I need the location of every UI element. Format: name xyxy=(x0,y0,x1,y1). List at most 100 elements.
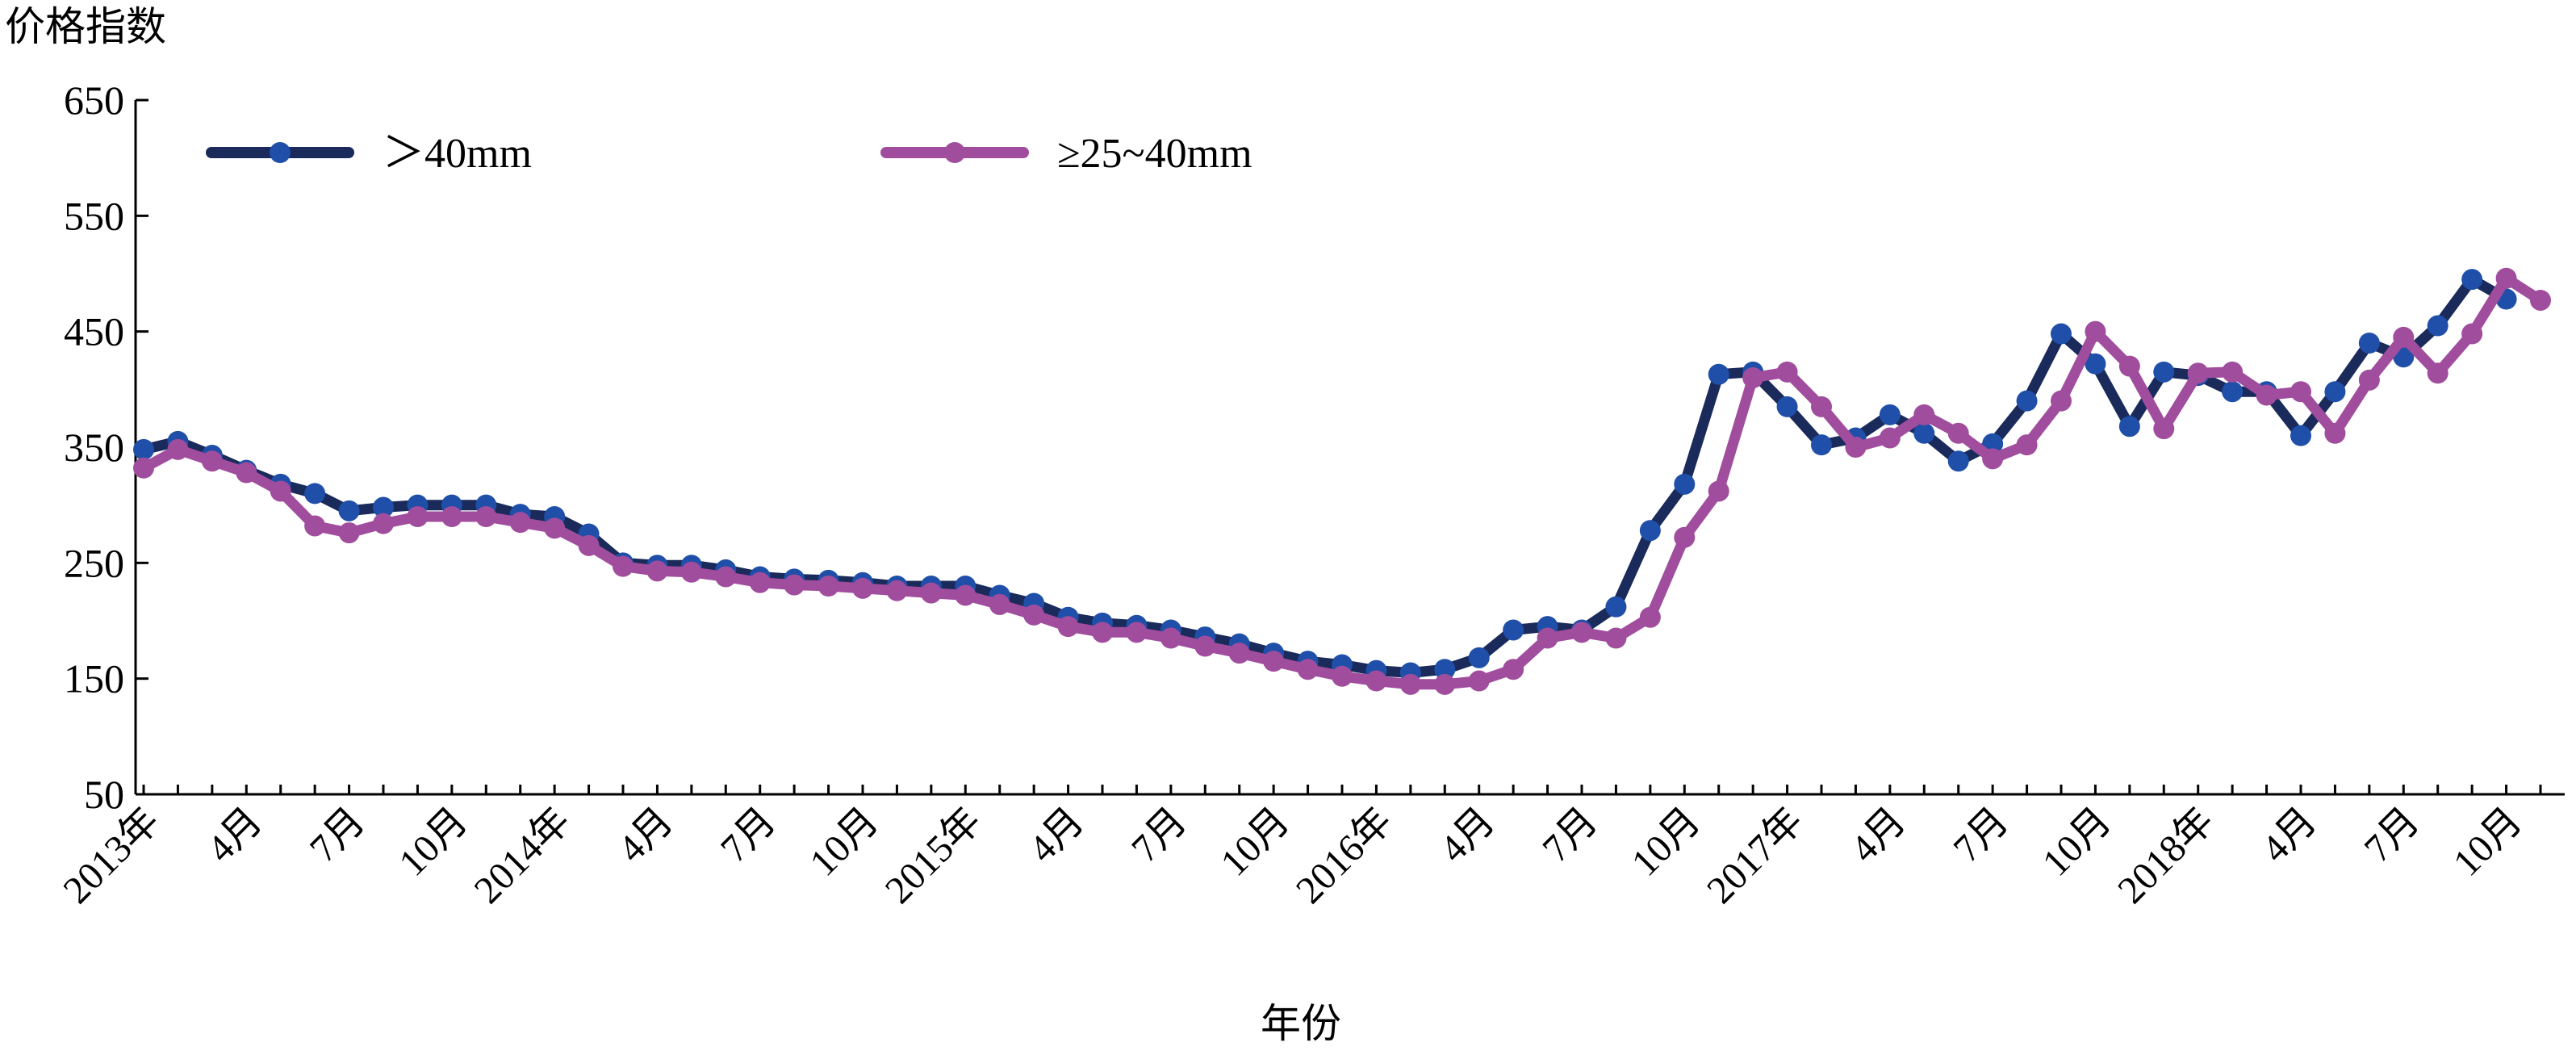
data-point xyxy=(2427,362,2448,384)
data-point xyxy=(2085,320,2106,342)
data-point xyxy=(1434,673,1456,695)
series-2 xyxy=(133,267,2551,695)
data-point xyxy=(236,462,257,484)
data-point xyxy=(1674,526,1696,548)
data-point xyxy=(1468,647,1490,668)
data-point xyxy=(2358,369,2380,391)
axes xyxy=(134,100,2565,796)
legend-item-1: ＞40mm xyxy=(206,131,532,177)
x-tick-label: 7月 xyxy=(302,799,373,870)
data-point xyxy=(1913,422,1935,444)
data-point xyxy=(441,506,462,527)
data-point xyxy=(955,584,976,606)
data-point xyxy=(1503,619,1524,641)
x-tick-label: 7月 xyxy=(1123,799,1194,870)
data-point xyxy=(2461,323,2483,345)
y-tick-label: 150 xyxy=(64,656,124,701)
data-point xyxy=(1160,627,1181,649)
data-point xyxy=(1468,670,1490,692)
data-point xyxy=(989,593,1010,615)
data-point xyxy=(1879,427,1901,449)
x-tick-label: 10月 xyxy=(2034,799,2119,884)
data-point xyxy=(2427,315,2448,337)
data-point xyxy=(1332,665,1353,687)
data-point xyxy=(1947,422,1969,444)
data-point xyxy=(1674,473,1696,495)
data-point xyxy=(1092,622,1113,643)
data-point xyxy=(1982,448,2004,470)
data-point xyxy=(201,450,223,472)
data-point xyxy=(2051,323,2072,345)
data-point xyxy=(578,534,600,556)
data-point xyxy=(2324,422,2346,444)
data-point xyxy=(1639,606,1661,628)
data-point xyxy=(2393,326,2415,348)
data-point xyxy=(270,480,291,502)
legend-item-2: ≥25~40mm xyxy=(880,131,1252,177)
data-point xyxy=(2187,362,2209,384)
data-point xyxy=(1297,659,1319,680)
x-tick-label: 4月 xyxy=(1432,799,1503,870)
data-point xyxy=(1434,659,1456,680)
x-tick-label: 10月 xyxy=(801,799,886,884)
data-point xyxy=(2495,267,2517,289)
data-point xyxy=(1126,622,1148,643)
data-point xyxy=(1571,622,1592,643)
data-point xyxy=(1845,437,1867,458)
x-axis-title: 年份 xyxy=(1261,1000,1341,1047)
data-point xyxy=(2051,390,2072,412)
data-point xyxy=(1194,635,1216,657)
x-tick-label: 2014年 xyxy=(466,799,579,911)
data-point xyxy=(1503,659,1524,680)
data-point xyxy=(2153,418,2175,440)
data-point xyxy=(2222,381,2244,403)
data-point xyxy=(1605,627,1627,649)
x-tick-label: 10月 xyxy=(391,799,475,884)
x-tick-label: 4月 xyxy=(610,799,681,870)
data-point xyxy=(852,577,873,599)
data-point xyxy=(1879,404,1901,425)
x-tick-label: 4月 xyxy=(2253,799,2324,870)
y-tick-label: 550 xyxy=(64,193,124,238)
x-tick-label: 7月 xyxy=(1534,799,1605,870)
data-point xyxy=(2085,353,2106,375)
x-tick-label: 4月 xyxy=(199,799,270,870)
data-point xyxy=(1913,404,1935,425)
data-point xyxy=(475,506,497,527)
y-tick-label: 250 xyxy=(64,540,124,585)
data-point xyxy=(2461,269,2483,291)
data-point xyxy=(133,438,154,460)
data-point xyxy=(2016,434,2038,456)
data-point xyxy=(1639,520,1661,542)
y-axis-title: 价格指数 xyxy=(5,3,166,50)
data-point xyxy=(749,572,771,593)
y-tick-label: 350 xyxy=(64,425,124,470)
data-point xyxy=(1605,596,1627,618)
data-point xyxy=(2118,416,2140,438)
data-point xyxy=(373,496,394,518)
data-point xyxy=(167,438,189,460)
series-layer xyxy=(133,267,2551,695)
series-line xyxy=(138,273,2546,690)
data-point xyxy=(2290,381,2311,403)
data-point xyxy=(1947,450,1969,472)
data-point xyxy=(2118,355,2140,377)
data-point xyxy=(920,582,942,604)
data-point xyxy=(2016,390,2038,412)
y-tick-label: 50 xyxy=(84,772,124,817)
data-point xyxy=(544,517,566,539)
data-point xyxy=(509,512,531,534)
x-tick-label: 2015年 xyxy=(877,799,989,911)
data-point xyxy=(1228,643,1250,664)
data-point xyxy=(2256,384,2277,406)
data-point xyxy=(715,566,737,588)
data-point xyxy=(304,483,326,505)
x-tick-label: 7月 xyxy=(713,799,784,870)
x-tick-label: 10月 xyxy=(2445,799,2530,884)
data-point xyxy=(1742,367,1764,388)
x-tick-label: 4月 xyxy=(1842,799,1913,870)
data-point xyxy=(2153,361,2175,383)
x-tick-label: 7月 xyxy=(1946,799,2017,870)
data-point xyxy=(680,561,702,583)
